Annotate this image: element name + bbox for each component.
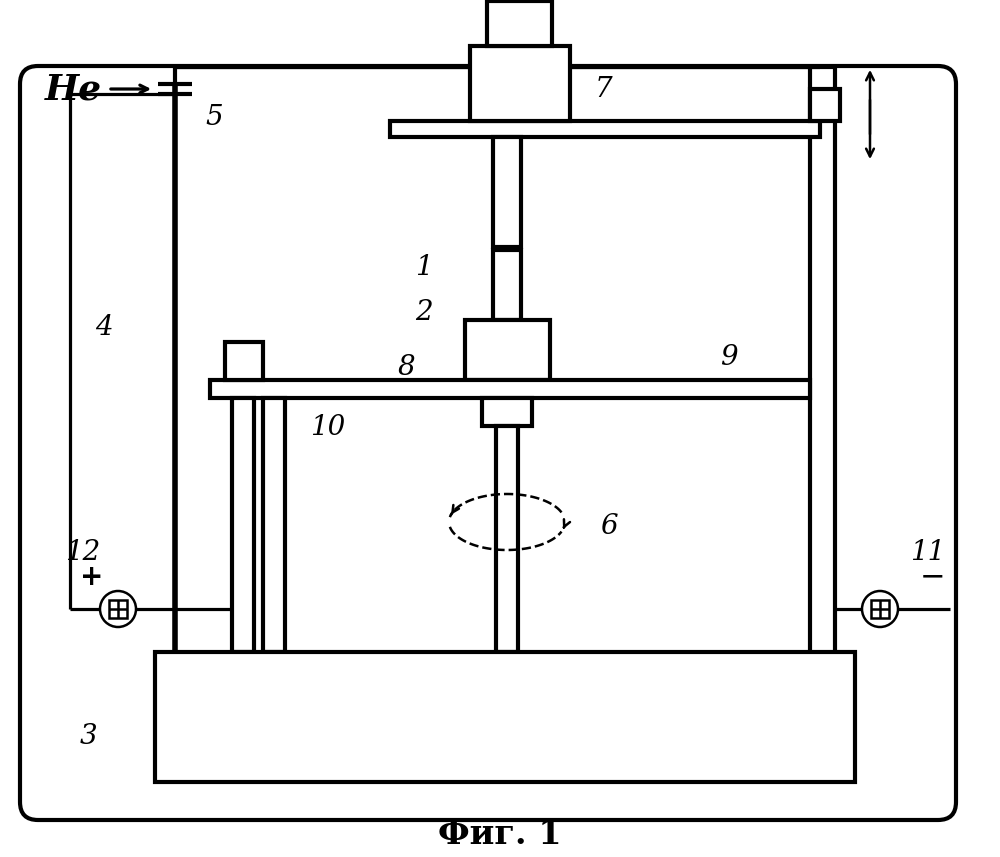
Text: 2: 2: [415, 298, 433, 326]
Text: Фиг. 1: Фиг. 1: [438, 818, 562, 852]
Bar: [155, 652, 855, 782]
Text: +: +: [80, 563, 103, 591]
Text: 10: 10: [310, 413, 345, 440]
Bar: [871, 600, 889, 618]
Text: 5: 5: [205, 104, 223, 130]
Bar: [493, 250, 521, 320]
Text: −: −: [920, 562, 946, 591]
Bar: [263, 398, 285, 652]
FancyBboxPatch shape: [20, 66, 956, 820]
Bar: [493, 137, 521, 247]
Text: 4: 4: [95, 314, 113, 340]
Bar: [232, 398, 254, 652]
Bar: [210, 380, 810, 398]
Text: 6: 6: [600, 513, 618, 541]
Bar: [109, 600, 127, 618]
Bar: [487, 1, 552, 46]
Text: 1: 1: [415, 254, 433, 280]
Bar: [225, 342, 263, 380]
Text: 8: 8: [398, 353, 416, 381]
Bar: [390, 121, 820, 137]
Bar: [482, 398, 532, 426]
Bar: [470, 46, 570, 121]
Text: He: He: [45, 72, 102, 106]
Bar: [496, 426, 518, 652]
Bar: [465, 320, 550, 380]
Text: 3: 3: [80, 723, 98, 751]
Text: 11: 11: [910, 538, 945, 566]
Bar: [810, 89, 840, 121]
Text: 9: 9: [720, 344, 738, 370]
Text: 12: 12: [65, 538, 100, 566]
Text: 7: 7: [595, 75, 613, 103]
